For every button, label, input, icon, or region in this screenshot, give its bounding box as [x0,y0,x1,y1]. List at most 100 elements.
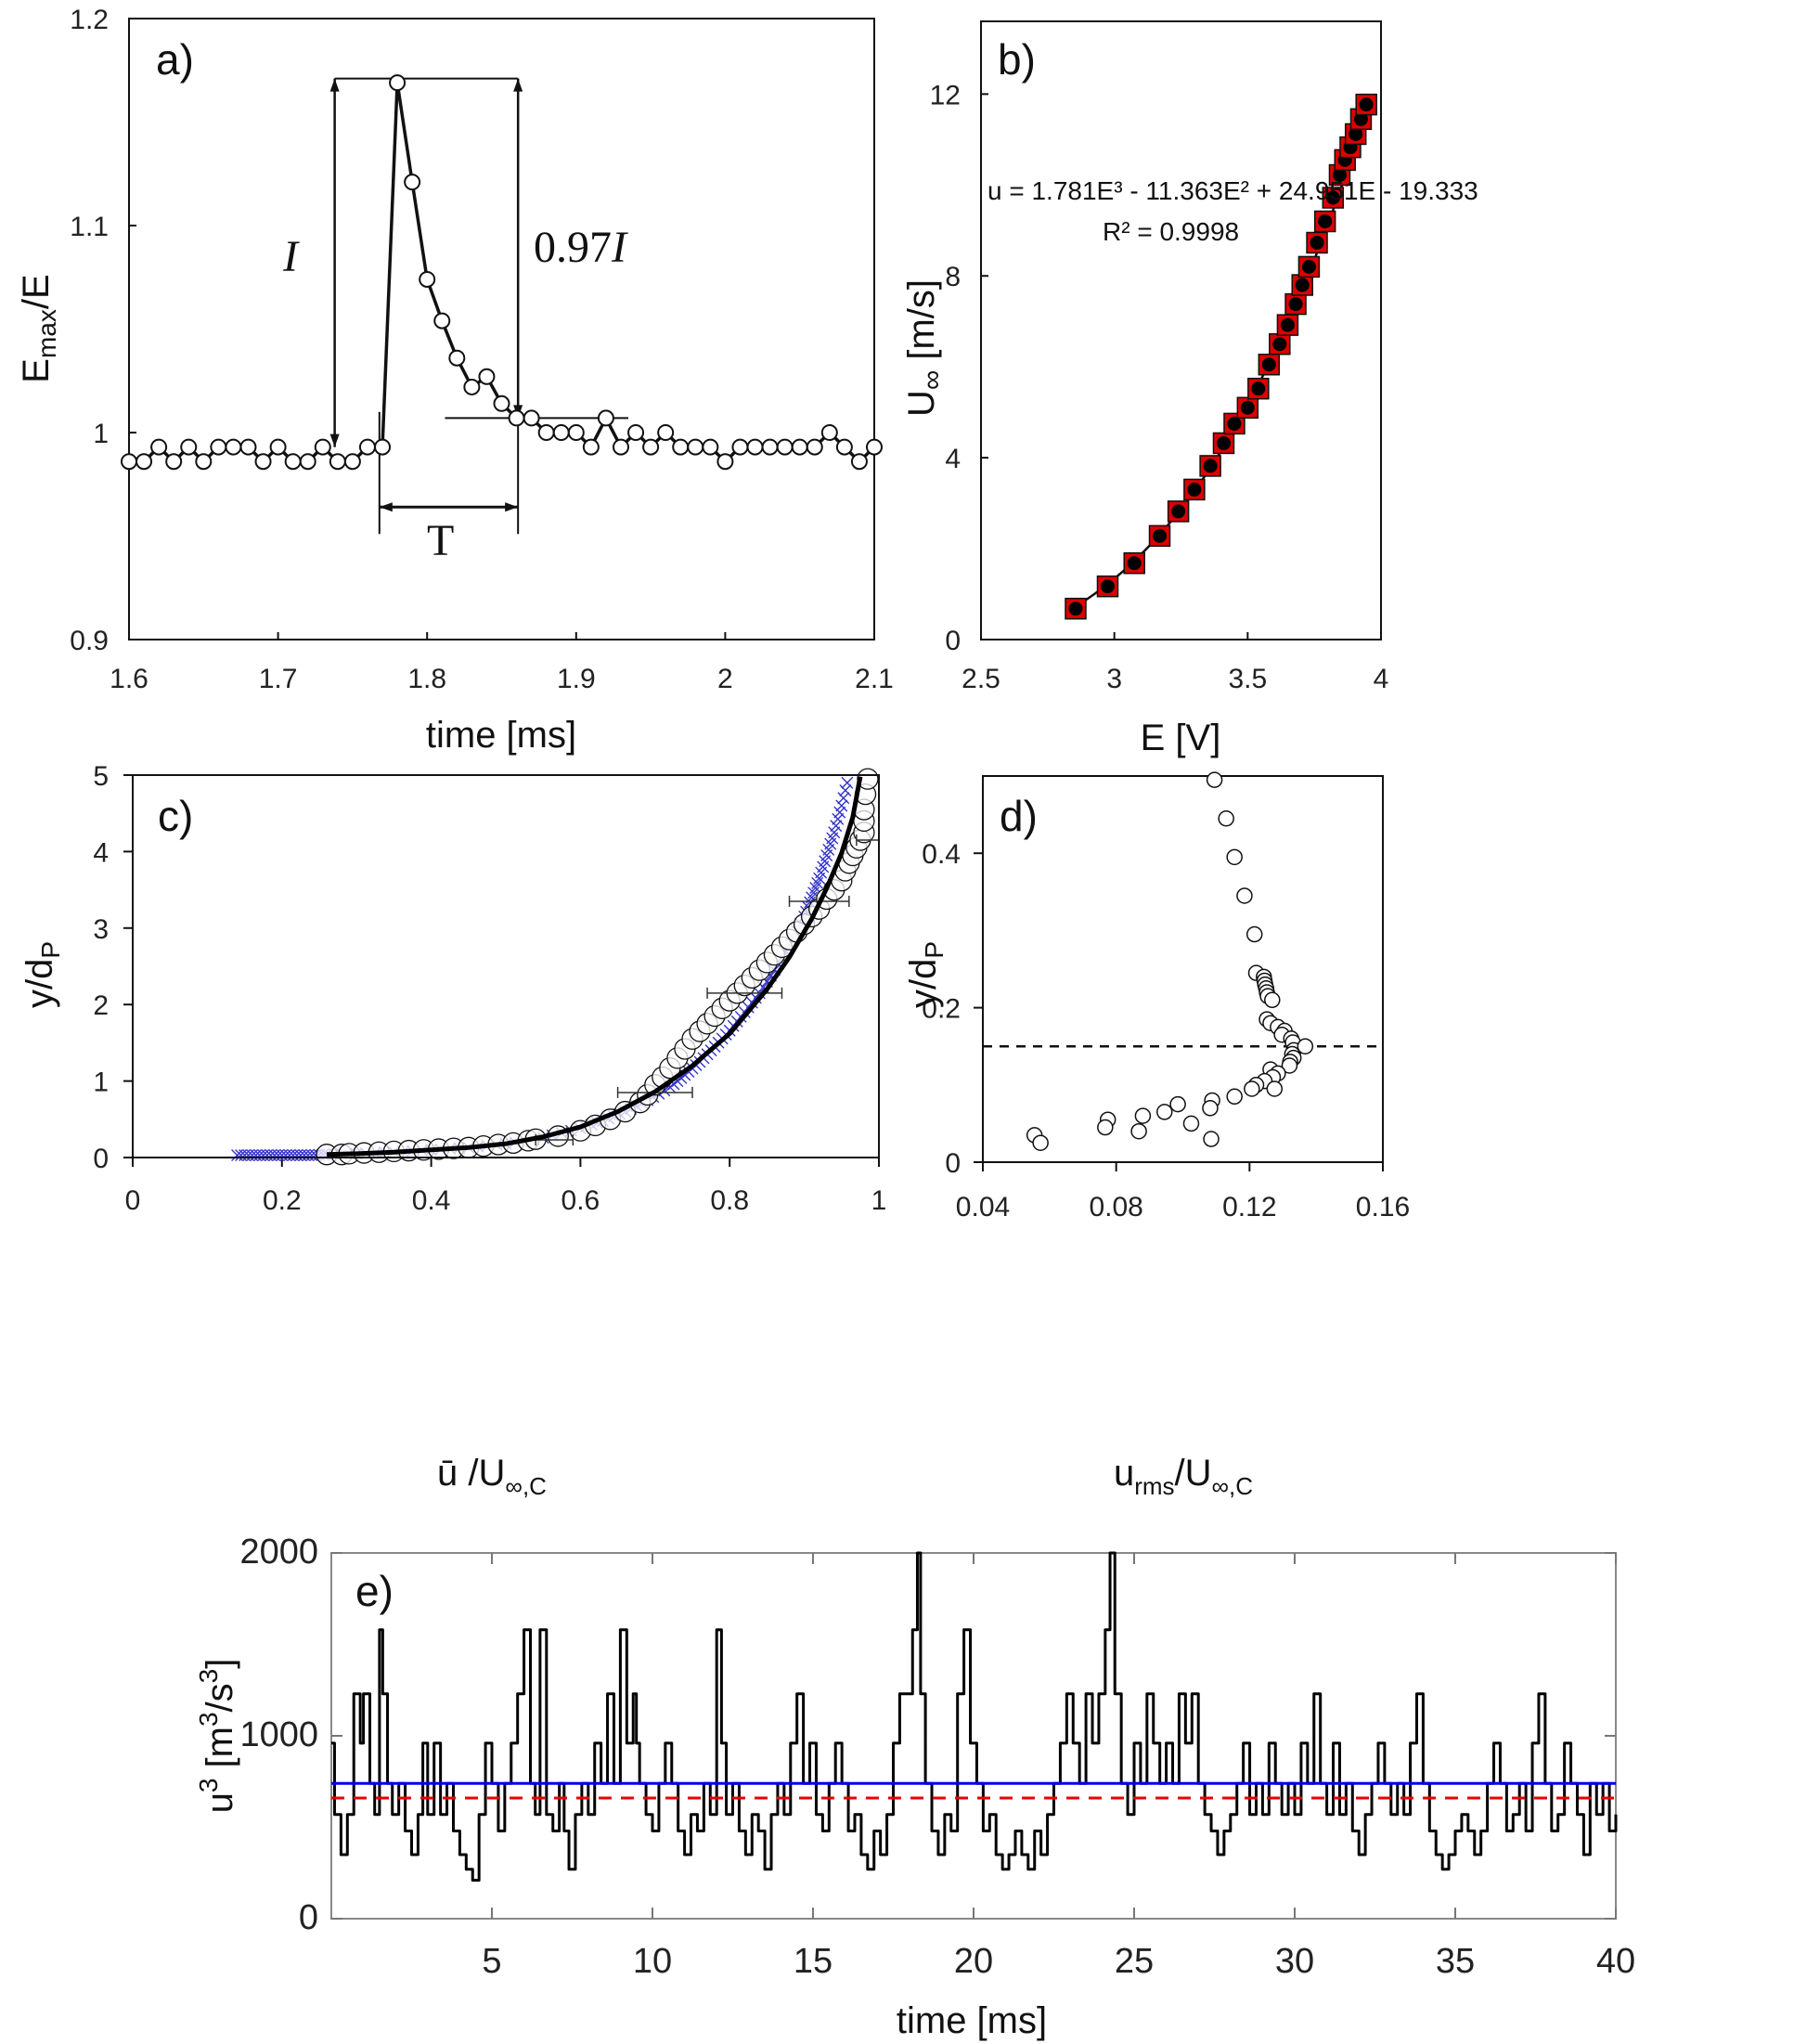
x-tick-label: 10 [633,1942,672,1981]
x-tick-label: 2.5 [962,664,1000,694]
x-tick-label: 35 [1436,1942,1475,1981]
data-point [716,453,734,471]
y-tick-label: 12 [930,80,961,110]
data-point [537,424,555,441]
panel-d-points [1026,771,1314,1151]
data-point [552,424,570,441]
panel-e-x-title: time [ms] [897,2000,1047,2041]
reference-marker [837,792,850,805]
y-tick-label: 1 [93,1067,109,1098]
data-point [1203,1131,1220,1147]
data-point [419,270,436,288]
data-point-dot [1100,579,1115,594]
x-tick-label: 1.6 [110,664,148,694]
x-tick-label: 1.9 [557,664,596,694]
y-tick-label: 1 [93,419,109,449]
panel-a-annotations [329,77,629,535]
x-tick-label: 0.16 [1356,1192,1410,1223]
x-tick-label: 2.1 [855,664,894,694]
x-tick-label: 0.8 [710,1185,749,1216]
reference-marker [841,776,854,789]
x-tick-label: 30 [1275,1942,1314,1981]
panel-c-ticks: 0 0.2 0.4 0.6 0.8 1 0 1 2 3 4 5 [93,761,886,1216]
data-point [508,409,525,427]
panel-e-signal-line [331,1551,1618,1882]
x-tick-label: 2 [717,664,733,694]
reference-marker [832,812,845,825]
reference-marker [811,876,824,889]
x-tick-label: 40 [1596,1942,1635,1981]
panel-a-x-title: time [ms] [426,715,576,756]
x-tick-label: 4 [1374,664,1389,694]
x-tick-label: 5 [482,1942,501,1981]
data-point [582,438,600,456]
data-point-dot [1240,400,1255,415]
panel-c-y-title: y/dP [19,941,65,1008]
panel-e-label: e) [355,1567,394,1615]
data-point-dot [1187,482,1202,497]
data-point [314,438,331,456]
x-tick-label: 1.8 [407,664,446,694]
panel-c-measured-points [316,768,879,1166]
panel-b-ticks: 2.5 3 3.5 4 0 4 8 12 [930,80,1389,694]
i-arrow-head-top [329,78,340,92]
data-point [567,424,585,441]
data-point [1226,1088,1243,1106]
x-tick-label: 15 [794,1942,833,1981]
x-tick-label: 3 [1106,664,1122,694]
panel-d-y-title-main: y/d [903,959,944,1008]
y-tick-label: 0.2 [922,994,961,1025]
data-point-dot [1310,235,1324,250]
frac-arrow-head-top [513,78,523,92]
x-tick-label: 25 [1115,1942,1154,1981]
panel-b-y-title-main: U [901,390,942,417]
data-point-dot [1153,528,1168,543]
data-point [746,438,764,456]
y-tick-label: 1000 [239,1715,318,1754]
x-tick-label: 0.4 [412,1185,451,1216]
data-point-dot [1359,97,1374,112]
data-point [597,409,614,427]
data-point [150,438,168,456]
data-point [1244,1080,1260,1097]
data-point [1226,848,1243,866]
data-point [627,424,645,441]
data-point [612,438,629,456]
data-point [358,438,376,456]
x-tick-label: 0.08 [1089,1192,1142,1223]
data-point [1130,1122,1147,1140]
data-point [1032,1134,1049,1151]
data-point [702,438,719,456]
panel-c-x-title-sub: ∞,C [505,1472,547,1500]
data-point [1297,1038,1314,1054]
y-tick-label: 0.4 [922,839,961,870]
data-point-dot [1171,504,1186,519]
data-point-dot [1325,190,1340,205]
data-point [374,438,392,456]
x-tick-label: 1.7 [259,664,298,694]
x-tick-label: 1 [871,1185,887,1216]
data-point [195,453,213,471]
data-point-dot [1261,357,1276,372]
y-tick-label: 0 [93,1144,109,1174]
data-point [672,438,690,456]
data-point [1155,1104,1173,1120]
panel-d-frame [982,775,1384,1163]
panel-e-y-title: u3 [m3/s3] [194,1659,240,1814]
panel-a-frame [128,18,875,640]
data-point-dot [1127,556,1142,571]
panel-d-y-title: y/dP [903,941,949,1008]
panel-a-y-title-sub: max [32,309,61,358]
panel-d: 0.04 0.08 0.12 0.16 0 0.2 0.4 d) urms/U∞,C y/d… [903,771,1410,1500]
data-point-dot [1288,297,1303,312]
y-tick-label: 5 [93,761,109,792]
x-tick-label: 0 [125,1185,141,1216]
panel-b-r-squared: R² = 0.9998 [1103,217,1239,246]
y-tick-label: 4 [93,837,109,868]
data-point [1206,771,1223,788]
panel-b-y-title-sub: ∞ [917,370,948,390]
panel-e-y-title-sup: 3 [194,1779,223,1793]
panel-c-label: c) [158,792,193,840]
panel-e-ticks: 5 10 15 20 25 30 35 40 0 1000 2000 [239,1533,1635,1981]
